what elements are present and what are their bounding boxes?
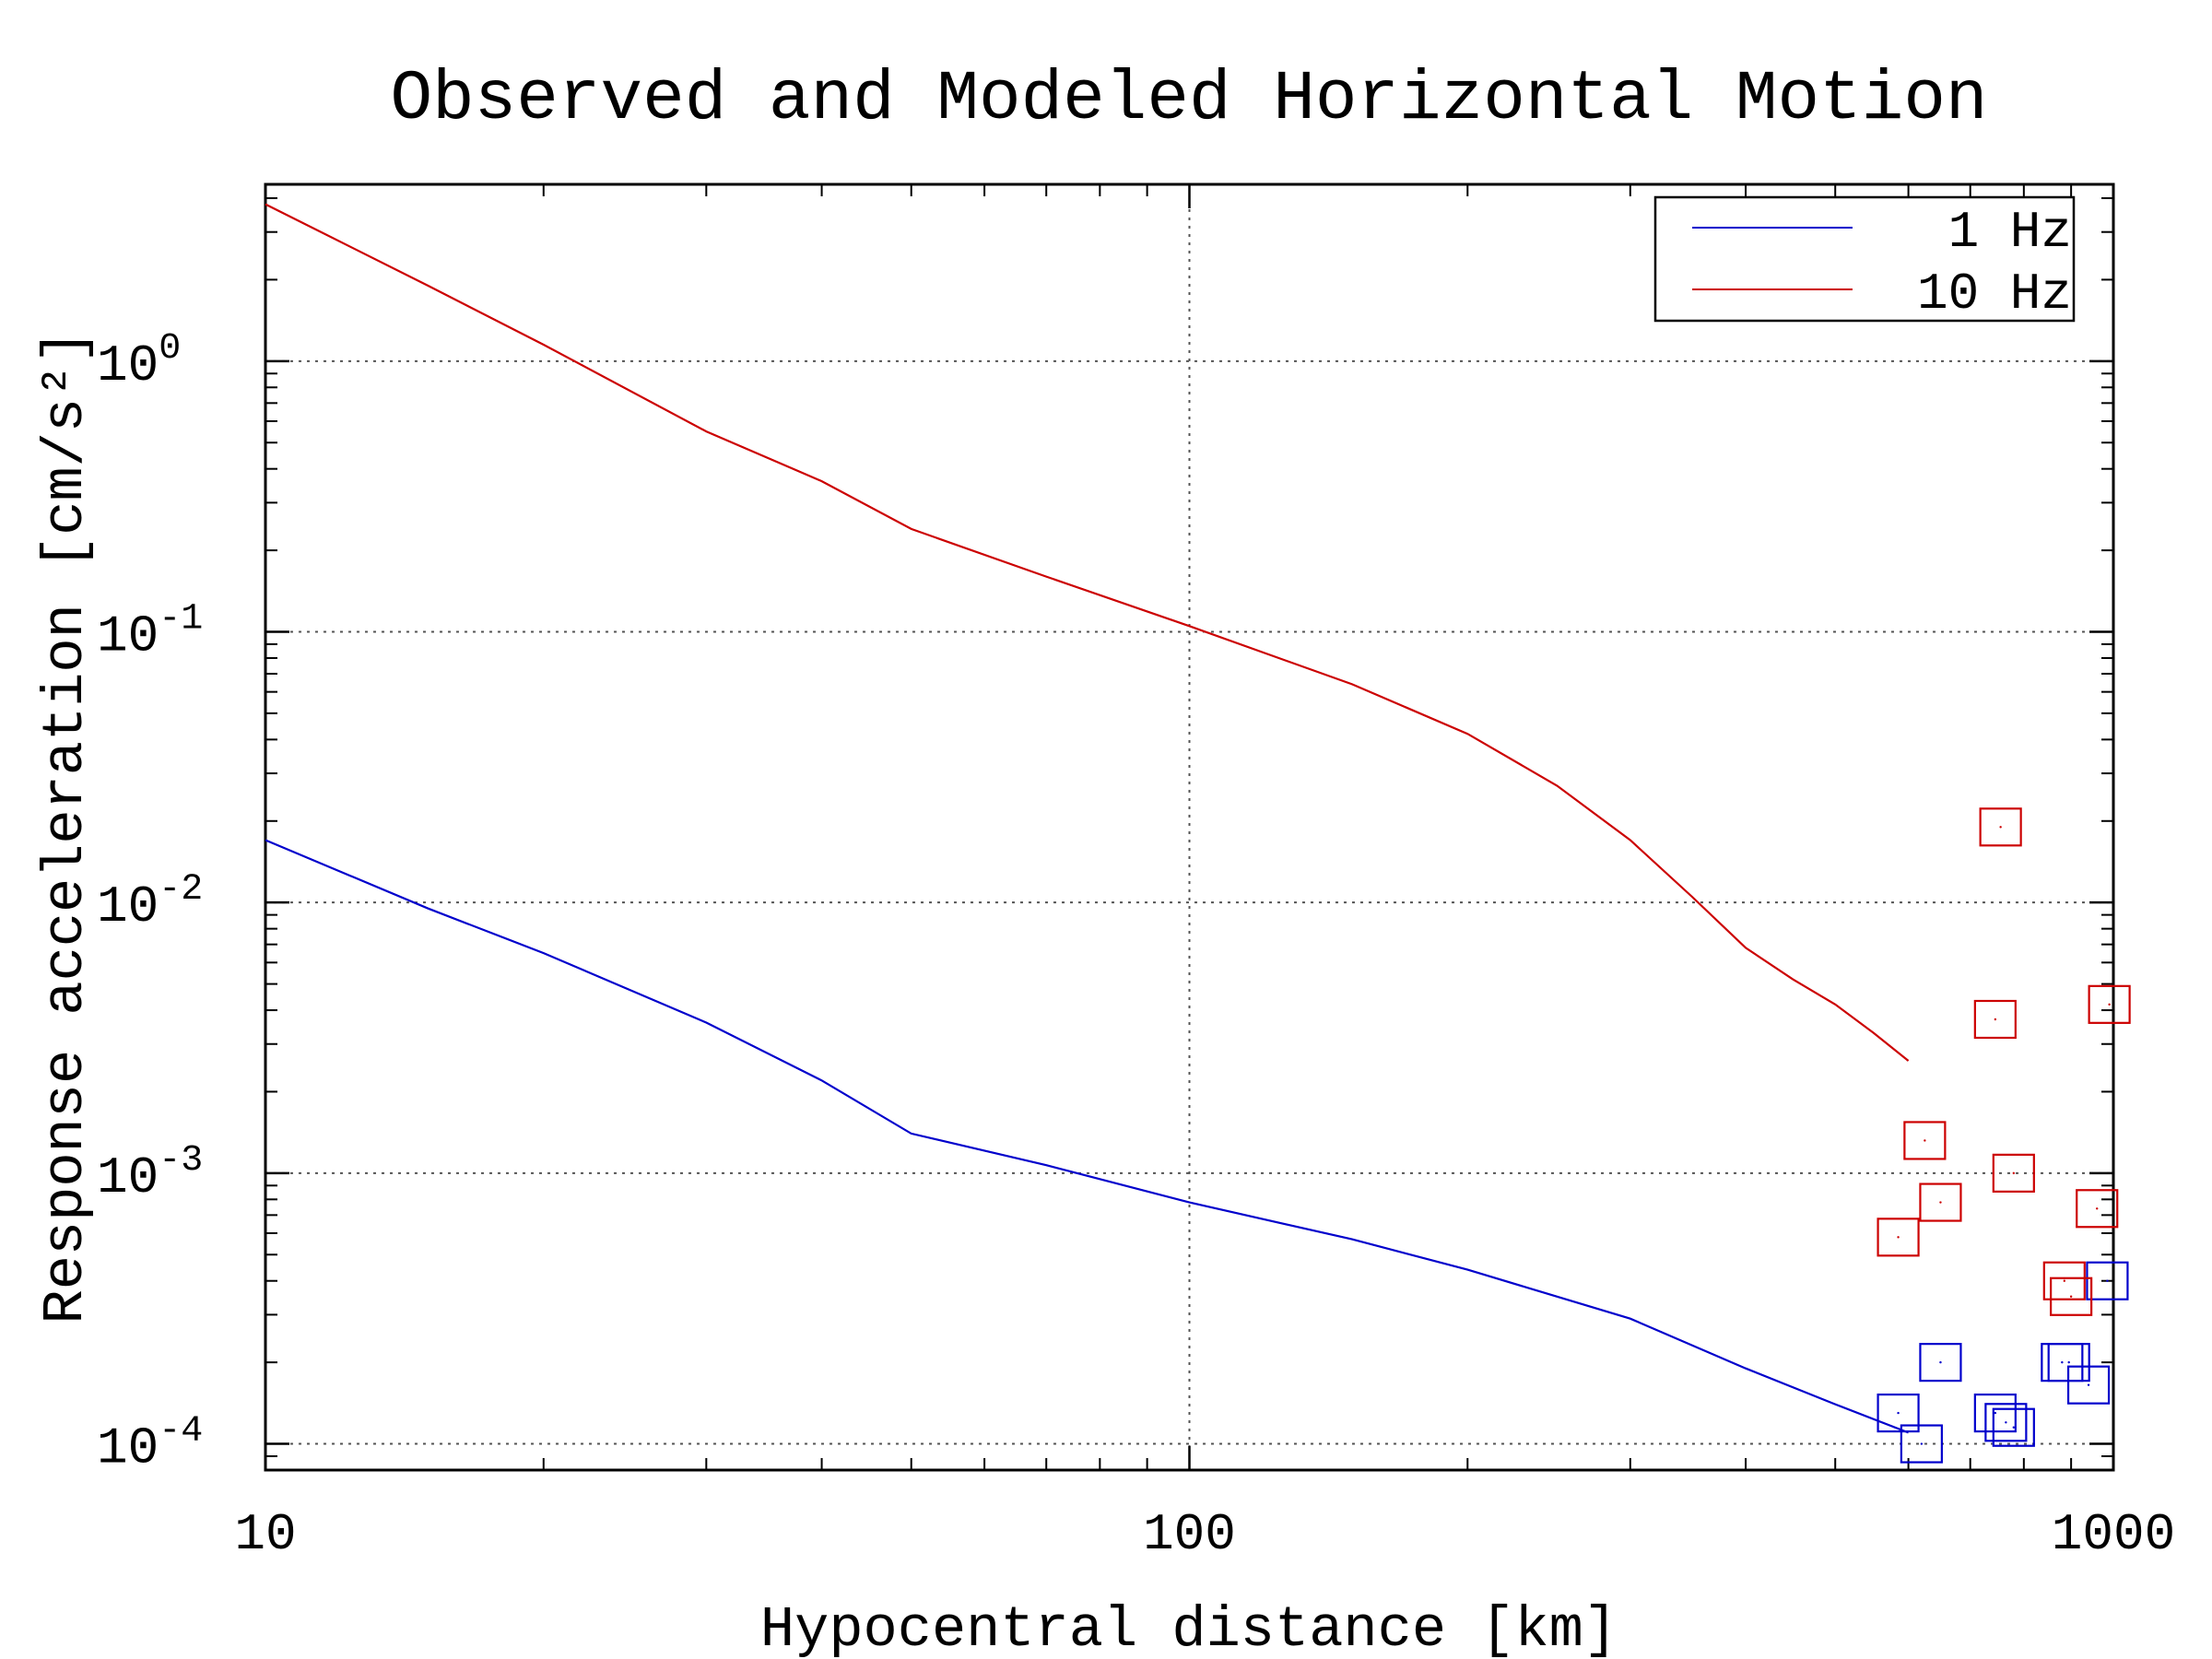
observed-marker-3-1 [1903, 1121, 1947, 1160]
observed-marker-3-0 [1877, 1218, 1920, 1257]
observed-marker-2-9 [2086, 1261, 2129, 1300]
legend-box [1653, 195, 2076, 323]
marker-layer [1877, 807, 2131, 1464]
y-axis-title: Response acceleration [cm/s²] [33, 330, 99, 1324]
y-tick-label: 100 [97, 328, 181, 395]
y-tick-label: 10-2 [97, 869, 203, 936]
x-tick-label: 100 [1143, 1505, 1236, 1564]
legend-label-10hz: 10 Hz [1917, 265, 2072, 324]
observed-point-3-0 [1897, 1236, 1900, 1239]
y-tick-label: 10-4 [97, 1411, 203, 1478]
observed-marker-3-3 [1973, 999, 2017, 1040]
observed-marker-3-4 [1979, 807, 2022, 847]
legend: 1 Hz 10 Hz [1653, 195, 2076, 324]
observed-point-2-3 [1994, 1411, 1997, 1415]
observed-point-3-6 [2063, 1279, 2066, 1282]
observed-marker-2-8 [2066, 1365, 2111, 1405]
series-line-0 [265, 839, 1909, 1434]
observed-point-3-8 [2096, 1207, 2099, 1210]
observed-point-2-6 [2061, 1360, 2064, 1364]
y-tick-label: 10-3 [97, 1140, 203, 1207]
observed-point-2-5 [2012, 1426, 2016, 1429]
observed-marker-3-6 [2042, 1261, 2086, 1300]
observed-point-2-1 [1920, 1442, 1924, 1445]
observed-point-2-9 [2106, 1279, 2109, 1282]
observed-marker-2-2 [1919, 1343, 1962, 1382]
legend-label-1hz: 1 Hz [1948, 203, 2072, 262]
series-layer [265, 203, 1910, 1434]
label-layer: 10 100 1000 10-4 10-3 10-2 10-1 100 [97, 328, 2175, 1564]
observed-point-2-8 [2087, 1383, 2090, 1386]
observed-point-2-4 [2005, 1421, 2007, 1424]
observed-point-2-0 [1897, 1411, 1900, 1415]
observed-marker-3-7 [2050, 1277, 2093, 1316]
series-line-1 [265, 203, 1910, 1062]
tick-layer [264, 184, 2115, 1470]
observed-marker-2-4 [1984, 1403, 2028, 1442]
observed-point-3-2 [1939, 1201, 1942, 1204]
observed-marker-2-3 [1973, 1393, 2017, 1433]
observed-point-2-7 [2067, 1360, 2070, 1364]
observed-marker-2-5 [1992, 1407, 2035, 1447]
x-tick-label: 1000 [2052, 1505, 2175, 1564]
chart-title: Observed and Modeled Horizontal Motion [390, 60, 1987, 139]
observed-marker-3-2 [1919, 1182, 1962, 1222]
observed-point-3-7 [2069, 1295, 2073, 1298]
x-axis-title: Hypocentral distance [km] [760, 1597, 1618, 1659]
observed-point-3-4 [1999, 826, 2002, 829]
observed-point-2-2 [1939, 1360, 1942, 1364]
observed-marker-3-9 [2088, 984, 2131, 1024]
observed-marker-2-0 [1877, 1393, 1920, 1433]
x-tick-label: 10 [234, 1505, 296, 1564]
observed-point-3-5 [2012, 1171, 2016, 1175]
observed-marker-3-5 [1992, 1153, 2035, 1193]
y-tick-label: 10-1 [97, 599, 203, 666]
observed-point-3-9 [2108, 1003, 2111, 1006]
observed-marker-2-1 [1900, 1424, 1943, 1464]
observed-point-3-1 [1924, 1139, 1926, 1142]
observed-point-3-3 [1994, 1018, 1997, 1021]
observed-marker-3-8 [2076, 1189, 2119, 1229]
